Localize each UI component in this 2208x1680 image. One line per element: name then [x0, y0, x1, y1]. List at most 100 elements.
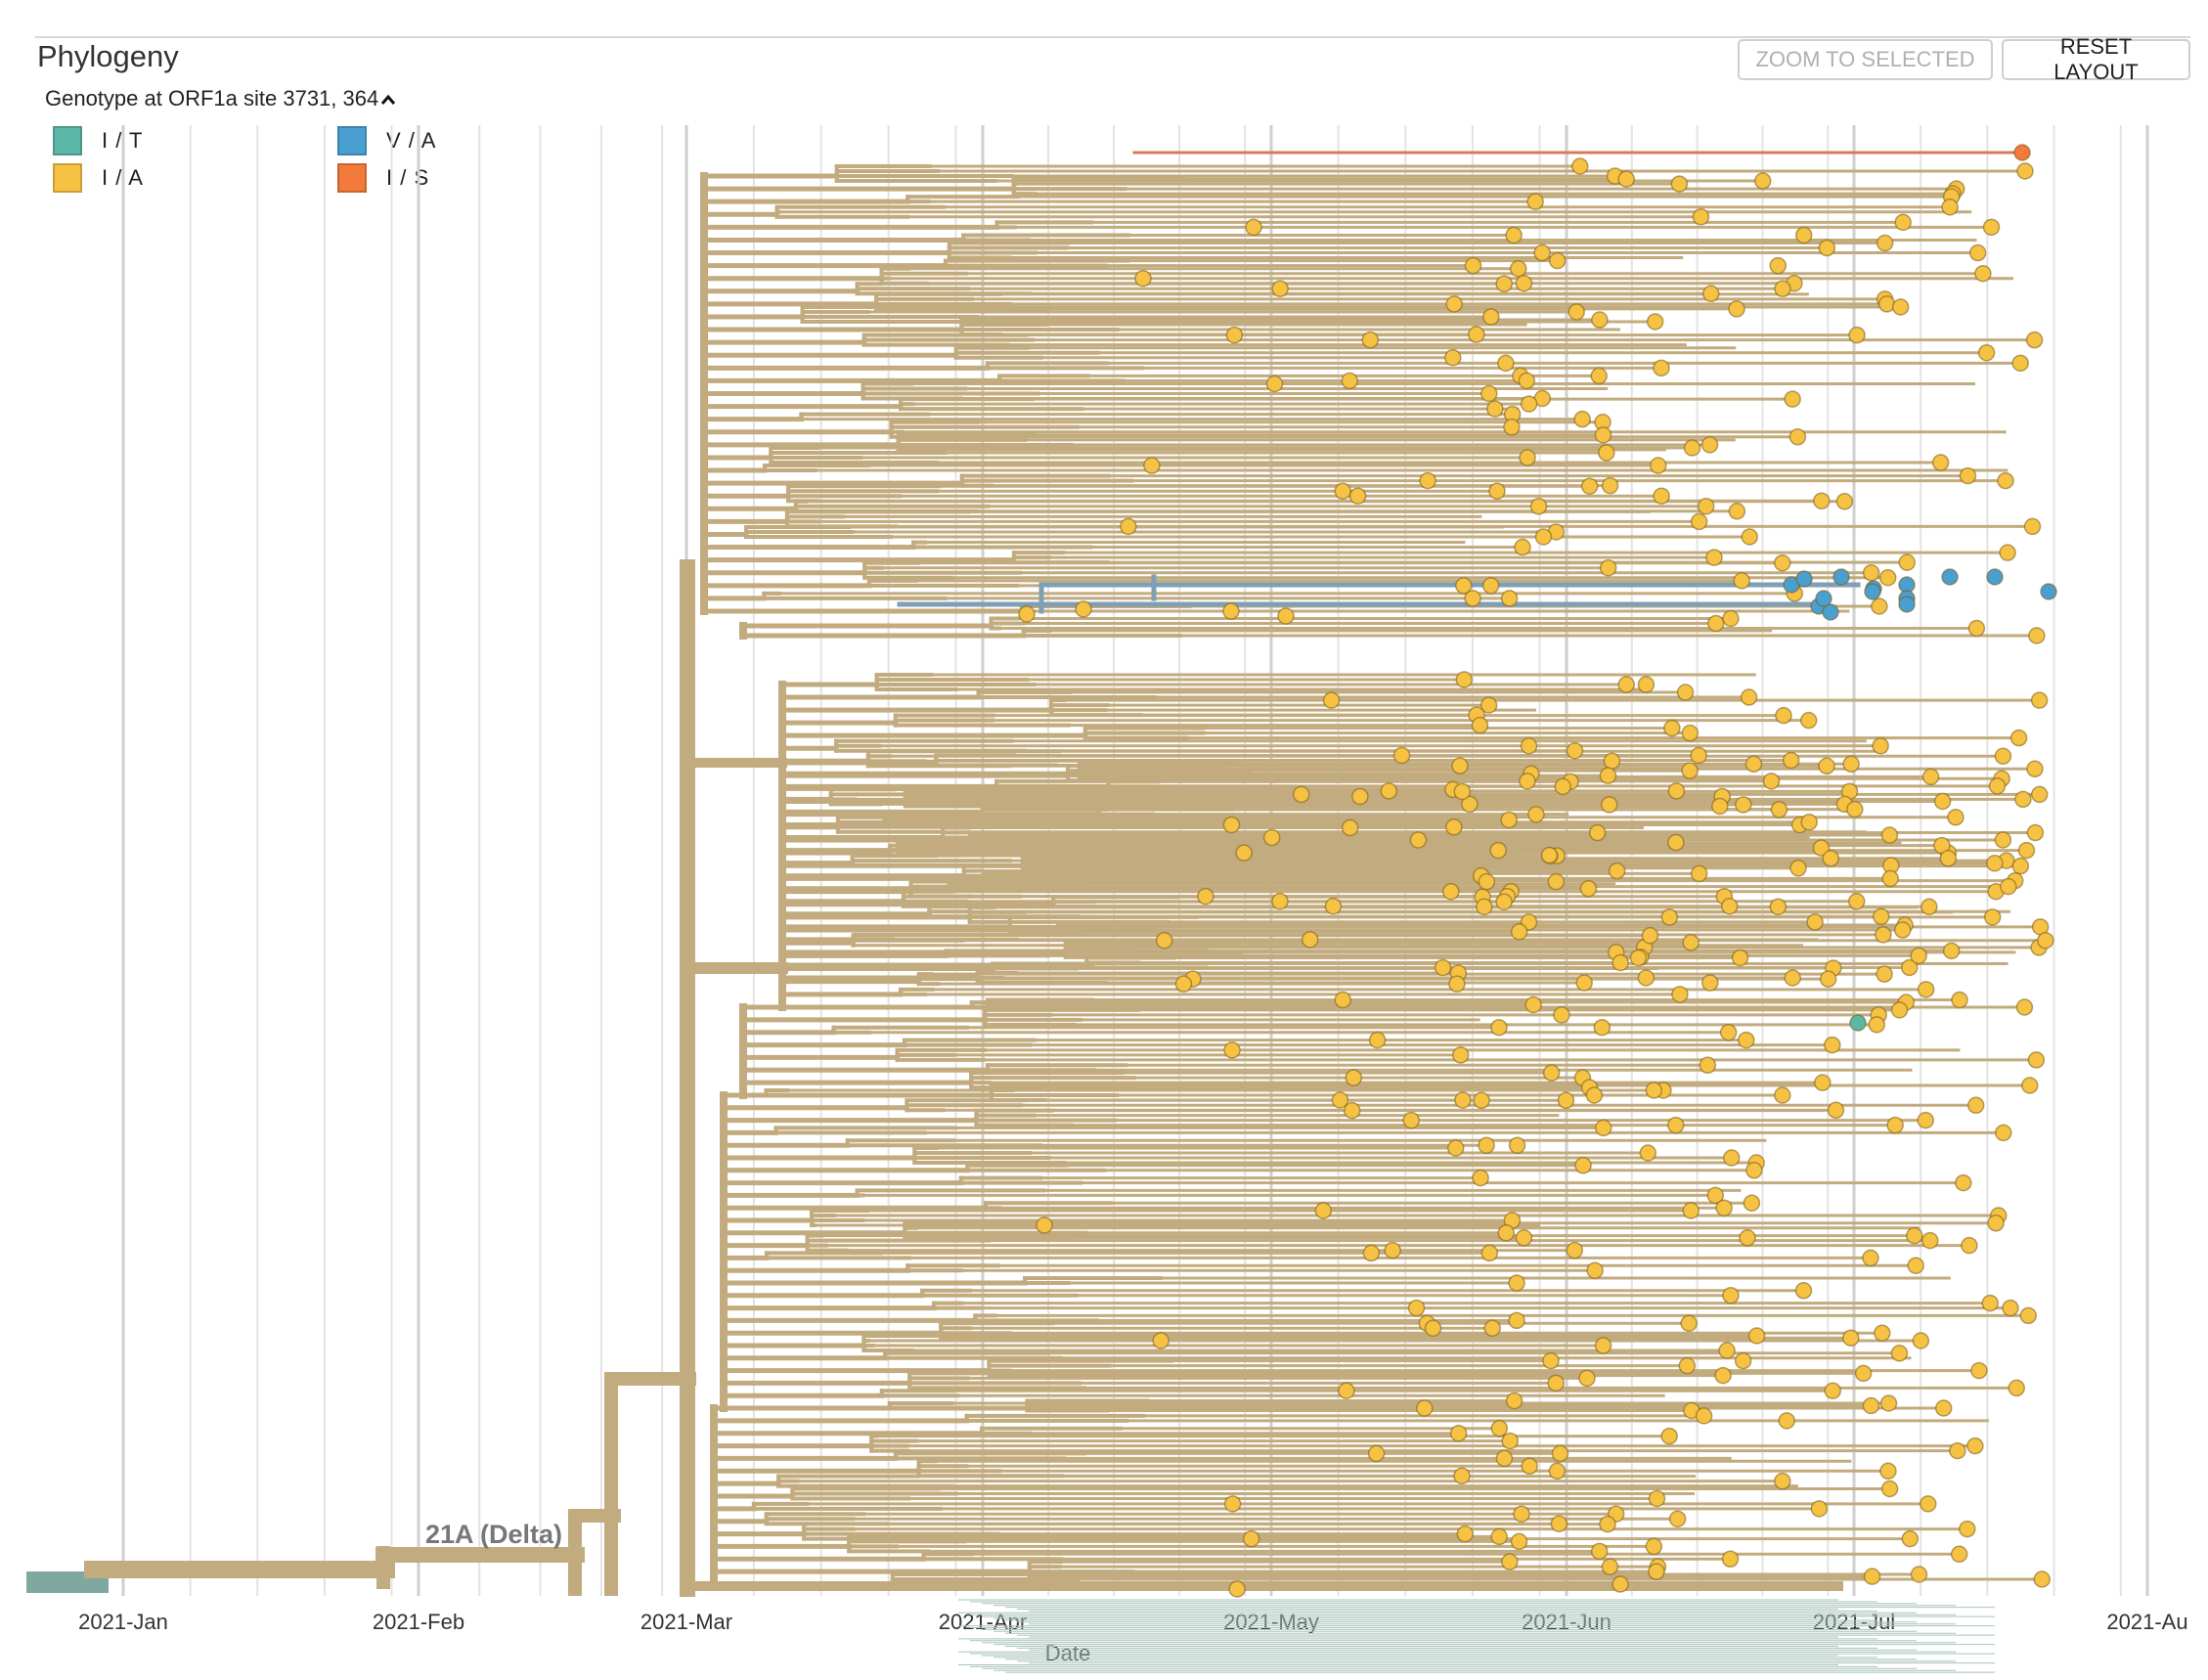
tree-tip[interactable] [1223, 1495, 1242, 1513]
tree-tip[interactable] [1653, 487, 1670, 505]
tree-tip[interactable] [1722, 1287, 1740, 1304]
tree-tip[interactable] [1645, 1537, 1663, 1556]
tree-tip[interactable] [1778, 1412, 1795, 1430]
tree-tip[interactable] [1490, 1527, 1508, 1546]
tree-tip[interactable] [1931, 454, 1950, 471]
tree-tip[interactable] [1343, 1101, 1361, 1120]
tree-tip[interactable] [1648, 1563, 1665, 1580]
tree-tip[interactable] [1824, 1382, 1841, 1399]
tree-tip[interactable] [1590, 367, 1608, 385]
tree-tip[interactable] [1894, 213, 1912, 232]
tree-tip[interactable] [1906, 1226, 1923, 1245]
tree-tip[interactable] [1934, 1399, 1953, 1417]
tree-tip[interactable] [2011, 857, 2030, 875]
tree-tip[interactable] [1550, 1515, 1568, 1532]
tree-tip[interactable] [1228, 1580, 1246, 1598]
tree-tip[interactable] [1554, 777, 1571, 796]
tree-tip[interactable] [1445, 818, 1463, 836]
tree-tip[interactable] [1483, 1319, 1501, 1337]
tree-tip[interactable] [1513, 1505, 1530, 1523]
zoom-to-selected-button[interactable]: ZOOM TO SELECTED [1738, 39, 1993, 80]
tree-tip[interactable] [1553, 1006, 1570, 1024]
tree-tip[interactable] [1529, 498, 1548, 515]
tree-tip[interactable] [1534, 528, 1553, 546]
tree-tip[interactable] [1740, 688, 1758, 706]
tree-tip[interactable] [1753, 172, 1772, 190]
tree-tip[interactable] [1818, 239, 1836, 257]
tree-tip[interactable] [1454, 1091, 1472, 1109]
tree-tip[interactable] [1871, 597, 1888, 615]
tree-tip[interactable] [2017, 841, 2036, 860]
tree-tip[interactable] [1741, 528, 1758, 546]
tree-tip[interactable] [2040, 583, 2057, 600]
tree-tip[interactable] [1361, 331, 1380, 349]
tree-tip[interactable] [1515, 274, 1533, 292]
tree-tip[interactable] [1660, 908, 1679, 926]
tree-tip[interactable] [1715, 1199, 1733, 1216]
tree-tip[interactable] [1784, 969, 1801, 987]
tree-tip[interactable] [1813, 492, 1831, 509]
tree-tip[interactable] [1774, 1472, 1791, 1490]
tree-tip[interactable] [1917, 981, 1935, 998]
tree-tip[interactable] [1912, 1332, 1930, 1349]
tree-tip[interactable] [1409, 831, 1428, 849]
tree-tip[interactable] [1495, 893, 1513, 910]
tree-tip[interactable] [1745, 1162, 1763, 1179]
tree-tip[interactable] [1509, 259, 1527, 278]
tree-tip[interactable] [1681, 724, 1700, 742]
tree-tip[interactable] [1271, 892, 1289, 910]
tree-tip[interactable] [1456, 1525, 1475, 1543]
tree-tip[interactable] [1705, 549, 1723, 566]
tree-tip[interactable] [1863, 1568, 1881, 1585]
tree-tip[interactable] [1580, 477, 1599, 495]
tree-tip[interactable] [1744, 755, 1763, 774]
tree-tip[interactable] [1301, 931, 1319, 949]
tree-tip[interactable] [1225, 326, 1244, 344]
tree-tip[interactable] [1994, 747, 2012, 766]
tree-tip[interactable] [1784, 390, 1801, 408]
tree-tip[interactable] [1917, 1111, 1934, 1129]
tree-tip[interactable] [1988, 777, 2007, 795]
tree-tip[interactable] [1453, 1467, 1471, 1485]
tree-tip[interactable] [1497, 1224, 1516, 1242]
tree-tip[interactable] [1731, 949, 1749, 967]
tree-tip[interactable] [1464, 590, 1481, 607]
tree-tip[interactable] [1862, 1396, 1880, 1415]
tree-tip[interactable] [1235, 844, 1253, 862]
tree-tip[interactable] [1120, 517, 1137, 536]
tree-tip[interactable] [1941, 568, 1959, 586]
tree-tip[interactable] [1728, 300, 1745, 318]
tree-tip[interactable] [1919, 1495, 1937, 1513]
tree-tip[interactable] [1961, 1236, 1978, 1255]
tree-tip[interactable] [1223, 1041, 1241, 1059]
tree-tip[interactable] [1877, 295, 1896, 313]
tree-tip[interactable] [1683, 439, 1701, 457]
tree-tip[interactable] [2000, 877, 2017, 896]
tree-tip[interactable] [1598, 444, 1615, 462]
tree-tip[interactable] [1950, 1545, 1968, 1564]
tree-tip[interactable] [1678, 1356, 1697, 1375]
tree-tip[interactable] [1608, 862, 1626, 880]
tree-tip[interactable] [1449, 1424, 1468, 1442]
tree-tip[interactable] [1514, 538, 1531, 556]
tree-tip[interactable] [1588, 823, 1607, 842]
tree-tip[interactable] [2030, 691, 2049, 709]
tree-tip[interactable] [1721, 1550, 1740, 1569]
tree-tip[interactable] [1814, 1074, 1832, 1091]
tree-tip[interactable] [1434, 958, 1452, 977]
tree-tip[interactable] [2033, 1570, 2051, 1588]
tree-tip[interactable] [1910, 947, 1927, 965]
tree-tip[interactable] [1468, 326, 1485, 343]
tree-tip[interactable] [1806, 913, 1824, 931]
tree-tip[interactable] [1338, 1382, 1355, 1399]
tree-tip[interactable] [1601, 476, 1619, 495]
tree-tip[interactable] [1482, 308, 1500, 326]
tree-tip[interactable] [1799, 711, 1818, 729]
tree-tip[interactable] [1864, 583, 1881, 600]
tree-tip[interactable] [1508, 1136, 1526, 1154]
tree-tip[interactable] [1548, 251, 1567, 270]
tree-tip[interactable] [1719, 1023, 1738, 1041]
tree-tip[interactable] [1526, 193, 1544, 210]
tree-tip[interactable] [1901, 1529, 1920, 1548]
tree-tip[interactable] [1812, 839, 1831, 857]
